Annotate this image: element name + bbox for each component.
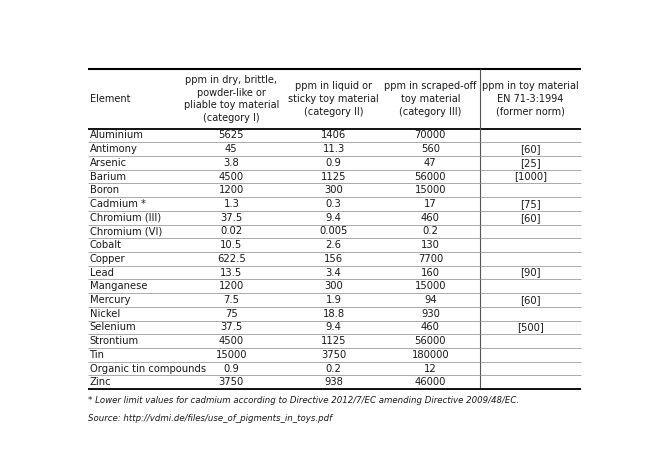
Text: 300: 300 <box>324 185 343 195</box>
Text: Mercury: Mercury <box>89 295 130 305</box>
Text: Aluminium: Aluminium <box>89 130 143 140</box>
Text: 75: 75 <box>225 309 238 319</box>
Text: 3.4: 3.4 <box>326 268 342 278</box>
Text: 56000: 56000 <box>415 336 446 346</box>
Text: 180000: 180000 <box>411 350 449 360</box>
Text: Boron: Boron <box>89 185 119 195</box>
Text: 37.5: 37.5 <box>220 322 243 332</box>
Text: Organic tin compounds: Organic tin compounds <box>89 363 206 374</box>
Text: 70000: 70000 <box>415 130 446 140</box>
Text: 56000: 56000 <box>415 171 446 182</box>
Text: 17: 17 <box>424 199 437 209</box>
Text: [60]: [60] <box>520 144 541 154</box>
Text: ppm in toy material
EN 71-3:1994
(former norm): ppm in toy material EN 71-3:1994 (former… <box>482 81 579 117</box>
Text: 47: 47 <box>424 158 437 168</box>
Text: 46000: 46000 <box>415 377 446 388</box>
Text: Element: Element <box>89 94 130 104</box>
Text: 460: 460 <box>421 213 439 223</box>
Text: Manganese: Manganese <box>89 281 147 291</box>
Text: 160: 160 <box>421 268 440 278</box>
Text: [60]: [60] <box>520 295 541 305</box>
Text: ppm in liquid or
sticky toy material
(category II): ppm in liquid or sticky toy material (ca… <box>288 81 379 117</box>
Text: 0.2: 0.2 <box>422 227 438 236</box>
Text: [500]: [500] <box>517 322 544 332</box>
Text: 156: 156 <box>324 254 343 264</box>
Text: Cobalt: Cobalt <box>89 240 121 250</box>
Text: [75]: [75] <box>520 199 541 209</box>
Text: ppm in scraped-off
toy material
(category III): ppm in scraped-off toy material (categor… <box>384 81 477 117</box>
Text: 94: 94 <box>424 295 437 305</box>
Text: Strontium: Strontium <box>89 336 139 346</box>
Text: Tin: Tin <box>89 350 104 360</box>
Text: 560: 560 <box>421 144 440 154</box>
Text: 37.5: 37.5 <box>220 213 243 223</box>
Text: 3750: 3750 <box>218 377 244 388</box>
Text: 3.8: 3.8 <box>224 158 239 168</box>
Text: 11.3: 11.3 <box>323 144 345 154</box>
Text: 1.9: 1.9 <box>325 295 342 305</box>
Text: 0.005: 0.005 <box>319 227 348 236</box>
Text: Lead: Lead <box>89 268 113 278</box>
Text: 1125: 1125 <box>321 171 346 182</box>
Text: ppm in dry, brittle,
powder-like or
pliable toy material
(category I): ppm in dry, brittle, powder-like or plia… <box>184 75 279 123</box>
Text: 15000: 15000 <box>415 185 446 195</box>
Text: Source: http://vdmi.de/files/use_of_pigments_in_toys.pdf: Source: http://vdmi.de/files/use_of_pigm… <box>87 414 332 423</box>
Text: Zinc: Zinc <box>89 377 111 388</box>
Text: 300: 300 <box>324 281 343 291</box>
Text: 10.5: 10.5 <box>220 240 243 250</box>
Text: 938: 938 <box>324 377 343 388</box>
Text: * Lower limit values for cadmium according to Directive 2012/7/EC amending Direc: * Lower limit values for cadmium accordi… <box>87 396 519 405</box>
Text: [1000]: [1000] <box>514 171 547 182</box>
Text: 1406: 1406 <box>321 130 346 140</box>
Text: 622.5: 622.5 <box>217 254 246 264</box>
Text: 2.6: 2.6 <box>325 240 342 250</box>
Text: 1200: 1200 <box>218 185 244 195</box>
Text: 460: 460 <box>421 322 439 332</box>
Text: 7700: 7700 <box>418 254 443 264</box>
Text: [90]: [90] <box>520 268 541 278</box>
Text: 0.3: 0.3 <box>326 199 342 209</box>
Text: [25]: [25] <box>520 158 541 168</box>
Text: 130: 130 <box>421 240 439 250</box>
Text: 1.3: 1.3 <box>224 199 239 209</box>
Text: 1125: 1125 <box>321 336 346 346</box>
Text: 12: 12 <box>424 363 437 374</box>
Text: 45: 45 <box>225 144 237 154</box>
Text: 0.9: 0.9 <box>326 158 342 168</box>
Text: Chromium (VI): Chromium (VI) <box>89 227 162 236</box>
Text: 7.5: 7.5 <box>224 295 239 305</box>
Text: 930: 930 <box>421 309 439 319</box>
Text: 15000: 15000 <box>216 350 247 360</box>
Text: Copper: Copper <box>89 254 125 264</box>
Text: 4500: 4500 <box>219 336 244 346</box>
Text: Nickel: Nickel <box>89 309 120 319</box>
Text: 5625: 5625 <box>218 130 244 140</box>
Text: Barium: Barium <box>89 171 126 182</box>
Text: 0.2: 0.2 <box>326 363 342 374</box>
Text: 0.02: 0.02 <box>220 227 243 236</box>
Text: 3750: 3750 <box>321 350 346 360</box>
Text: 0.9: 0.9 <box>224 363 239 374</box>
Text: 18.8: 18.8 <box>323 309 345 319</box>
Text: Arsenic: Arsenic <box>89 158 126 168</box>
Text: 15000: 15000 <box>415 281 446 291</box>
Text: 4500: 4500 <box>219 171 244 182</box>
Text: 9.4: 9.4 <box>326 213 342 223</box>
Text: Cadmium *: Cadmium * <box>89 199 145 209</box>
Text: 9.4: 9.4 <box>326 322 342 332</box>
Text: Chromium (III): Chromium (III) <box>89 213 160 223</box>
Text: 1200: 1200 <box>218 281 244 291</box>
Text: 13.5: 13.5 <box>220 268 243 278</box>
Text: Selenium: Selenium <box>89 322 136 332</box>
Text: [60]: [60] <box>520 213 541 223</box>
Text: Antimony: Antimony <box>89 144 138 154</box>
